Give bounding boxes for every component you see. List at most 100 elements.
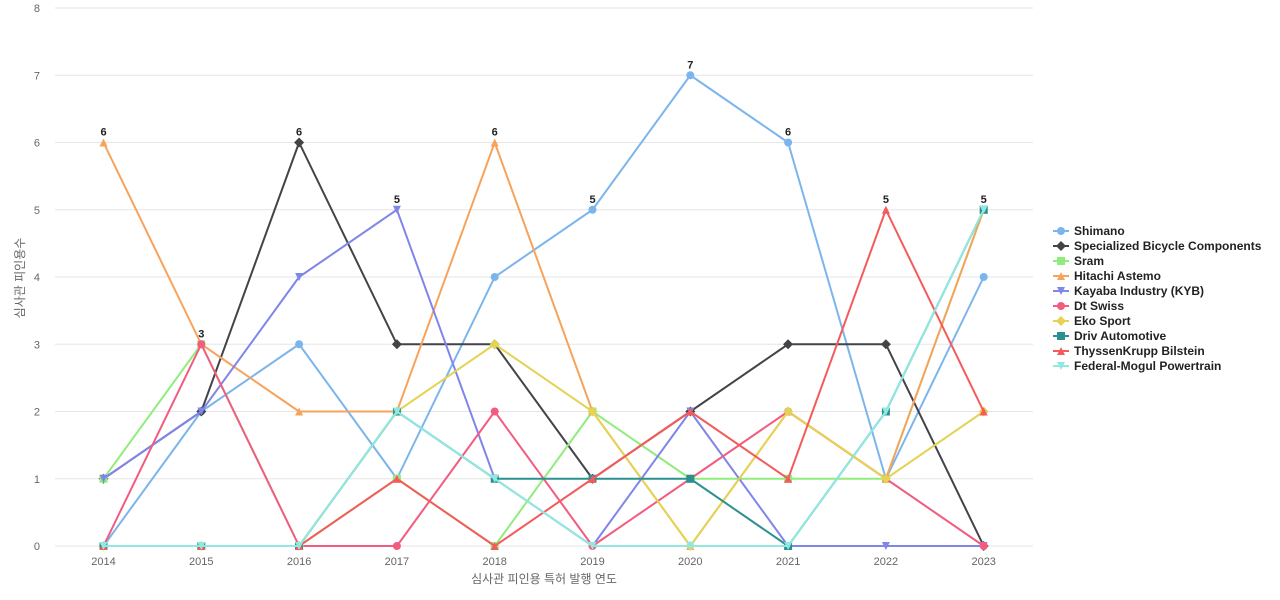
x-tick-label: 2021	[776, 556, 800, 568]
legend-marker	[1056, 241, 1066, 251]
data-point[interactable]	[588, 542, 597, 550]
x-tick-label: 2018	[482, 556, 506, 568]
data-label: 5	[883, 194, 889, 206]
data-point[interactable]	[588, 205, 597, 214]
data-point[interactable]	[783, 339, 794, 350]
legend-item[interactable]: Eko Sport	[1053, 314, 1131, 328]
data-point[interactable]	[587, 406, 598, 417]
data-label: 5	[394, 194, 400, 206]
data-point[interactable]	[489, 339, 500, 350]
legend-label: Federal-Mogul Powertrain	[1074, 359, 1221, 373]
legend-label: Driv Automotive	[1074, 329, 1167, 343]
legend-marker	[1057, 302, 1065, 310]
legend-item[interactable]: Sram	[1053, 254, 1104, 268]
data-point[interactable]	[881, 205, 890, 214]
series-lines	[98, 71, 989, 551]
data-label: 6	[785, 127, 791, 139]
legend-label: Specialized Bicycle Components	[1074, 239, 1262, 253]
x-axis-ticks: 2014 2015 2016 2017 2018 2019 2020 2021 2022 2023	[91, 556, 996, 568]
data-point[interactable]	[197, 340, 206, 349]
data-point[interactable]	[979, 407, 988, 416]
data-point[interactable]	[881, 407, 890, 416]
legend-marker	[1057, 347, 1065, 355]
data-point[interactable]	[686, 474, 695, 483]
data-label: 7	[687, 59, 693, 71]
y-axis-title: 심사관 피인용수	[13, 238, 27, 319]
data-point[interactable]	[294, 137, 305, 148]
y-tick-label: 7	[34, 70, 40, 82]
data-point[interactable]	[686, 407, 695, 416]
data-point[interactable]	[490, 407, 499, 416]
data-point[interactable]	[295, 407, 304, 416]
legend-label: Dt Swiss	[1074, 299, 1124, 313]
data-point[interactable]	[392, 205, 401, 214]
data-point[interactable]	[392, 407, 401, 416]
data-point[interactable]	[784, 542, 793, 550]
x-tick-label: 2017	[385, 556, 409, 568]
legend-marker	[1057, 332, 1065, 340]
data-point[interactable]	[979, 273, 988, 281]
data-point[interactable]	[784, 138, 793, 147]
x-tick-label: 2014	[91, 556, 115, 568]
data-point[interactable]	[99, 474, 108, 483]
y-tick-label: 5	[34, 205, 40, 217]
data-point[interactable]	[295, 340, 304, 349]
data-point[interactable]	[197, 542, 206, 550]
y-axis-ticks: 0 1 2 3 4 5 6 7 8	[34, 3, 40, 553]
data-point[interactable]	[783, 406, 794, 417]
data-point[interactable]	[391, 339, 402, 350]
data-point[interactable]	[881, 542, 890, 550]
data-point[interactable]	[979, 542, 988, 550]
series-line	[102, 208, 985, 547]
data-point[interactable]	[490, 273, 499, 281]
data-point[interactable]	[392, 542, 401, 550]
x-tick-label: 2020	[678, 556, 702, 568]
x-tick-label: 2023	[971, 556, 995, 568]
legend-item[interactable]: Kayaba Industry (KYB)	[1053, 284, 1204, 298]
legend-item[interactable]: Driv Automotive	[1053, 329, 1167, 343]
legend-item[interactable]: Dt Swiss	[1053, 299, 1124, 313]
legend-item[interactable]: Shimano	[1053, 224, 1125, 238]
legend-item[interactable]: Specialized Bicycle Components	[1053, 239, 1262, 253]
series-9	[99, 205, 988, 550]
data-point[interactable]	[686, 542, 695, 550]
data-point[interactable]	[99, 542, 108, 550]
y-tick-label: 4	[34, 272, 40, 284]
data-point[interactable]	[979, 205, 988, 214]
series-line	[102, 74, 985, 547]
legend-marker	[1056, 316, 1066, 326]
data-point[interactable]	[99, 138, 108, 147]
data-point[interactable]	[686, 71, 695, 80]
data-label: 5	[981, 194, 987, 206]
data-label: 6	[100, 127, 106, 139]
data-point[interactable]	[588, 474, 597, 483]
series-line	[102, 343, 985, 547]
legend-label: Sram	[1074, 254, 1104, 268]
legend-item[interactable]: Hitachi Astemo	[1053, 269, 1161, 283]
data-label: 6	[296, 127, 302, 139]
data-point[interactable]	[490, 138, 499, 147]
x-tick-label: 2016	[287, 556, 311, 568]
legend-label: Hitachi Astemo	[1074, 269, 1161, 283]
y-tick-label: 0	[34, 541, 40, 553]
data-label: 6	[492, 127, 498, 139]
data-point[interactable]	[880, 339, 891, 350]
data-labels: 6 3 6 5 6 5 7 6 5 5	[100, 59, 986, 340]
data-point[interactable]	[880, 473, 891, 484]
data-point[interactable]	[392, 474, 401, 483]
legend-label: Eko Sport	[1074, 314, 1131, 328]
legend-marker	[1057, 362, 1065, 370]
data-point[interactable]	[490, 542, 499, 550]
legend-item[interactable]: Federal-Mogul Powertrain	[1053, 359, 1221, 373]
data-point[interactable]	[295, 542, 304, 550]
data-point[interactable]	[784, 474, 793, 483]
x-tick-label: 2019	[580, 556, 604, 568]
legend-item[interactable]: ThyssenKrupp Bilstein	[1053, 344, 1205, 358]
data-point[interactable]	[490, 474, 499, 483]
y-tick-label: 8	[34, 3, 40, 15]
data-point[interactable]	[295, 273, 304, 281]
x-tick-label: 2022	[874, 556, 898, 568]
data-point[interactable]	[197, 407, 206, 416]
y-tick-label: 2	[34, 407, 40, 419]
